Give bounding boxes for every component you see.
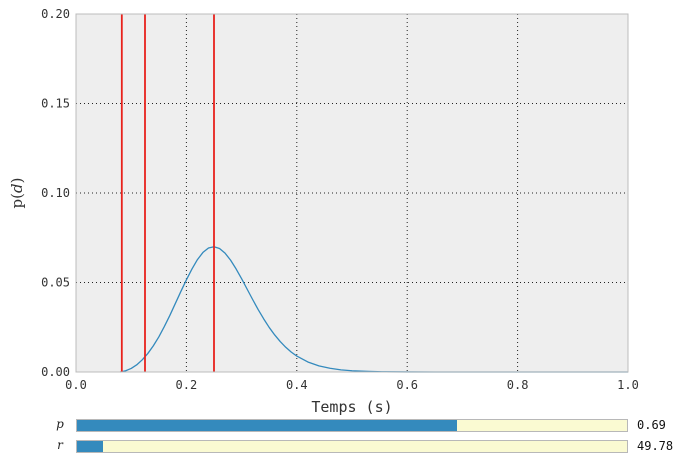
y-tick-label: 0.05: [41, 276, 70, 290]
y-tick-label: 0.10: [41, 186, 70, 200]
y-axis-label-main: p: [8, 199, 26, 209]
x-axis-label: Temps (s): [311, 398, 392, 416]
slider-r-row: r 49.78: [0, 438, 699, 455]
slider-r-track[interactable]: [76, 440, 628, 453]
vline-layer: [120, 14, 215, 372]
x-tick-label: 0.4: [286, 378, 308, 392]
slider-r-label: r: [57, 438, 63, 452]
slider-r-value: 49.78: [637, 439, 674, 453]
x-tick-label: 0.8: [507, 378, 529, 392]
x-tick-label: 0.0: [65, 378, 87, 392]
plot-frame: [75, 13, 629, 373]
y-ticks: 0.00 0.05 0.10 0.15 0.20: [41, 7, 70, 379]
y-tick-label: 0.20: [41, 7, 70, 21]
slider-p-value: 0.69: [637, 418, 666, 432]
slider-p-fill[interactable]: [77, 420, 457, 431]
y-axis-label-var: d: [8, 183, 26, 193]
y-tick-label: 0.15: [41, 97, 70, 111]
x-tick-label: 1.0: [617, 378, 639, 392]
y-axis-label: p(d): [8, 178, 26, 209]
y-tick-label: 0.00: [41, 365, 70, 379]
x-ticks: 0.0 0.2 0.4 0.6 0.8 1.0: [65, 378, 639, 392]
x-tick-label: 0.2: [176, 378, 198, 392]
slider-p-track[interactable]: [76, 419, 628, 432]
chart: 0.0 0.2 0.4 0.6 0.8 1.0 0.000.050.100.150.20 …: [8, 7, 639, 416]
slider-p-label: p: [56, 417, 64, 431]
x-tick-label: 0.6: [396, 378, 418, 392]
slider-r-fill[interactable]: [77, 441, 104, 452]
slider-p-row: p 0.69: [0, 417, 699, 434]
